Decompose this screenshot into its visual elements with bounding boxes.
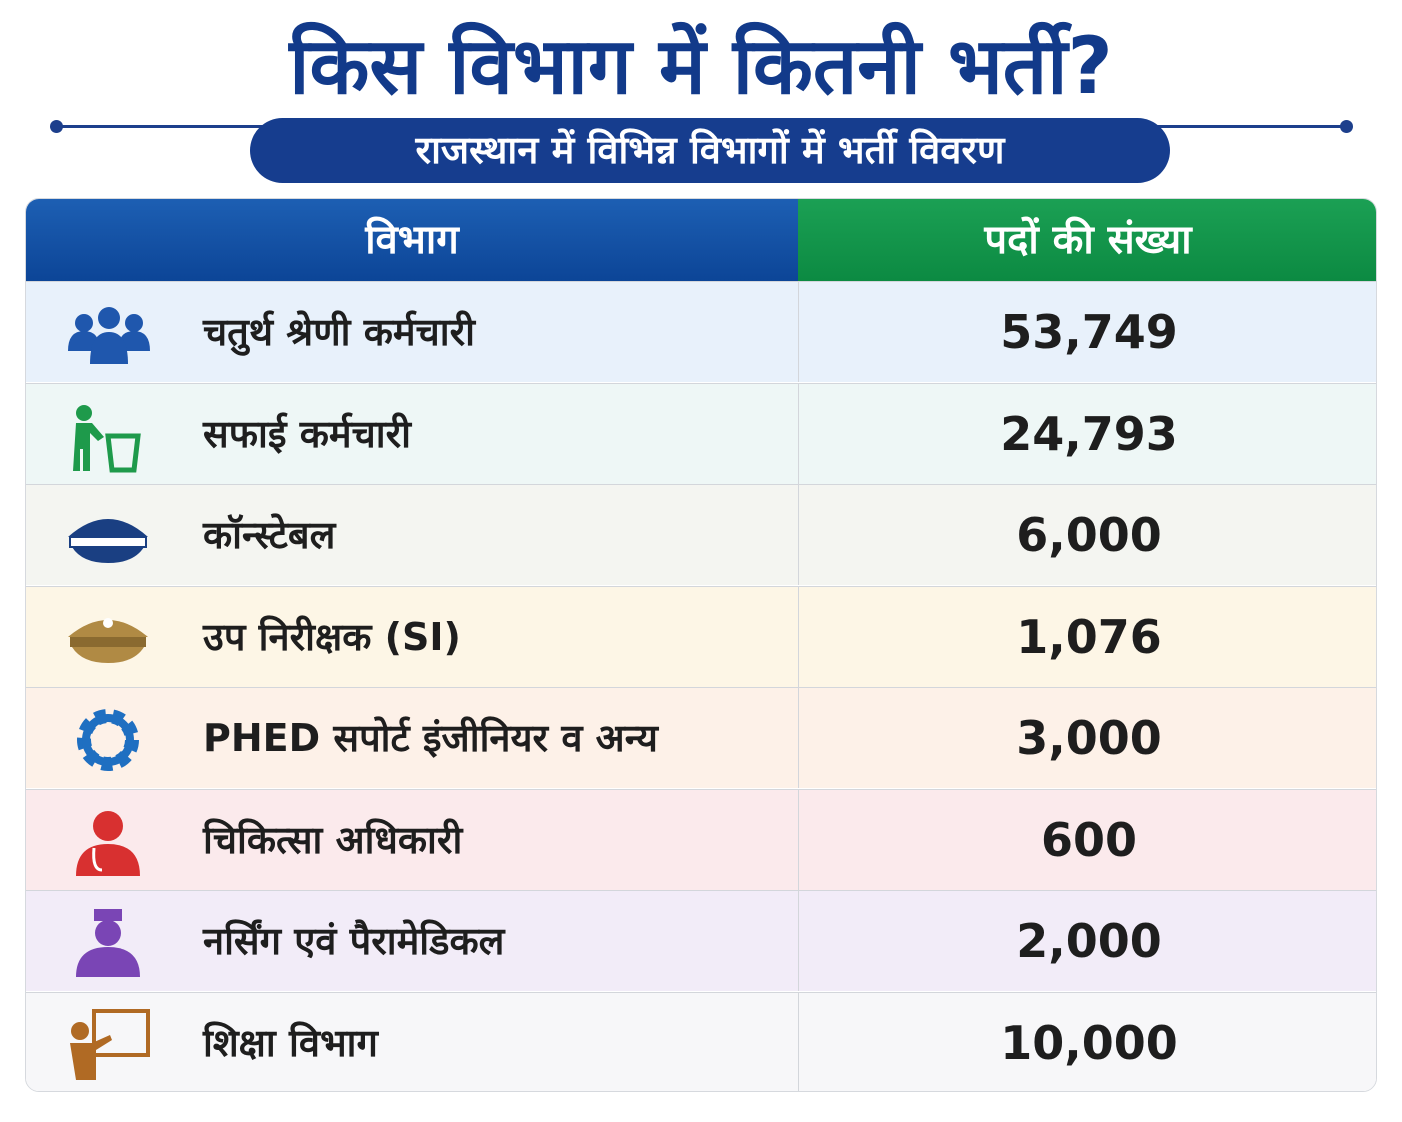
table-row: शिक्षा विभाग 10,000	[26, 991, 1376, 1091]
table-row: चिकित्सा अधिकारी 600	[26, 788, 1376, 890]
column-header: पदों की संख्या	[798, 199, 1376, 281]
table-row: PHED सपोर्ट इंजीनियर व अन्य 3,000	[26, 687, 1376, 788]
table-row: सफाई कर्मचारी 24,793	[26, 382, 1376, 484]
department: उप निरीक्षक (SI)	[203, 614, 461, 659]
department: सफाई कर्मचारी	[203, 411, 411, 456]
post-count: 1,076	[798, 586, 1376, 687]
department: चिकित्सा अधिकारी	[203, 817, 463, 862]
rule-dot	[1340, 120, 1353, 133]
title: किस विभाग में कितनी भर्ती?	[289, 22, 1113, 112]
rule-dot	[50, 120, 63, 133]
post-count: 6,000	[798, 485, 1376, 585]
table-row: उप निरीक्षक (SI) 1,076	[26, 585, 1376, 687]
post-count: 600	[798, 789, 1376, 890]
department: शिक्षा विभाग	[203, 1020, 378, 1065]
row-icon	[68, 617, 148, 663]
row-icon	[76, 909, 140, 977]
row-icon	[77, 709, 139, 771]
post-count: 3,000	[798, 688, 1376, 788]
row-icon	[70, 1008, 150, 1080]
department: चतुर्थ श्रेणी कर्मचारी	[203, 310, 476, 354]
table-row: नर्सिंग एवं पैरामेडिकल 2,000	[26, 890, 1376, 991]
post-count: 2,000	[798, 891, 1376, 991]
column-header: विभाग	[26, 199, 798, 281]
table-row: कॉन्स्टेबल 6,000	[26, 484, 1376, 585]
row-icon	[76, 810, 140, 876]
row-icon	[68, 307, 150, 364]
department: PHED सपोर्ट इंजीनियर व अन्य	[203, 716, 658, 760]
post-count: 53,749	[798, 282, 1376, 382]
department: कॉन्स्टेबल	[203, 513, 336, 557]
table-row: चतुर्थ श्रेणी कर्मचारी 53,749	[26, 281, 1376, 382]
row-icon	[68, 519, 148, 563]
department: नर्सिंग एवं पैरामेडिकल	[203, 919, 505, 963]
table: विभाग पदों की संख्या चतुर्थ श्रेणी कर्मच…	[25, 198, 1377, 1092]
post-count: 24,793	[798, 383, 1376, 484]
row-icon	[73, 404, 141, 472]
subtitle: राजस्थान में विभिन्न विभागों में भर्ती व…	[250, 118, 1170, 183]
post-count: 10,000	[798, 992, 1376, 1091]
